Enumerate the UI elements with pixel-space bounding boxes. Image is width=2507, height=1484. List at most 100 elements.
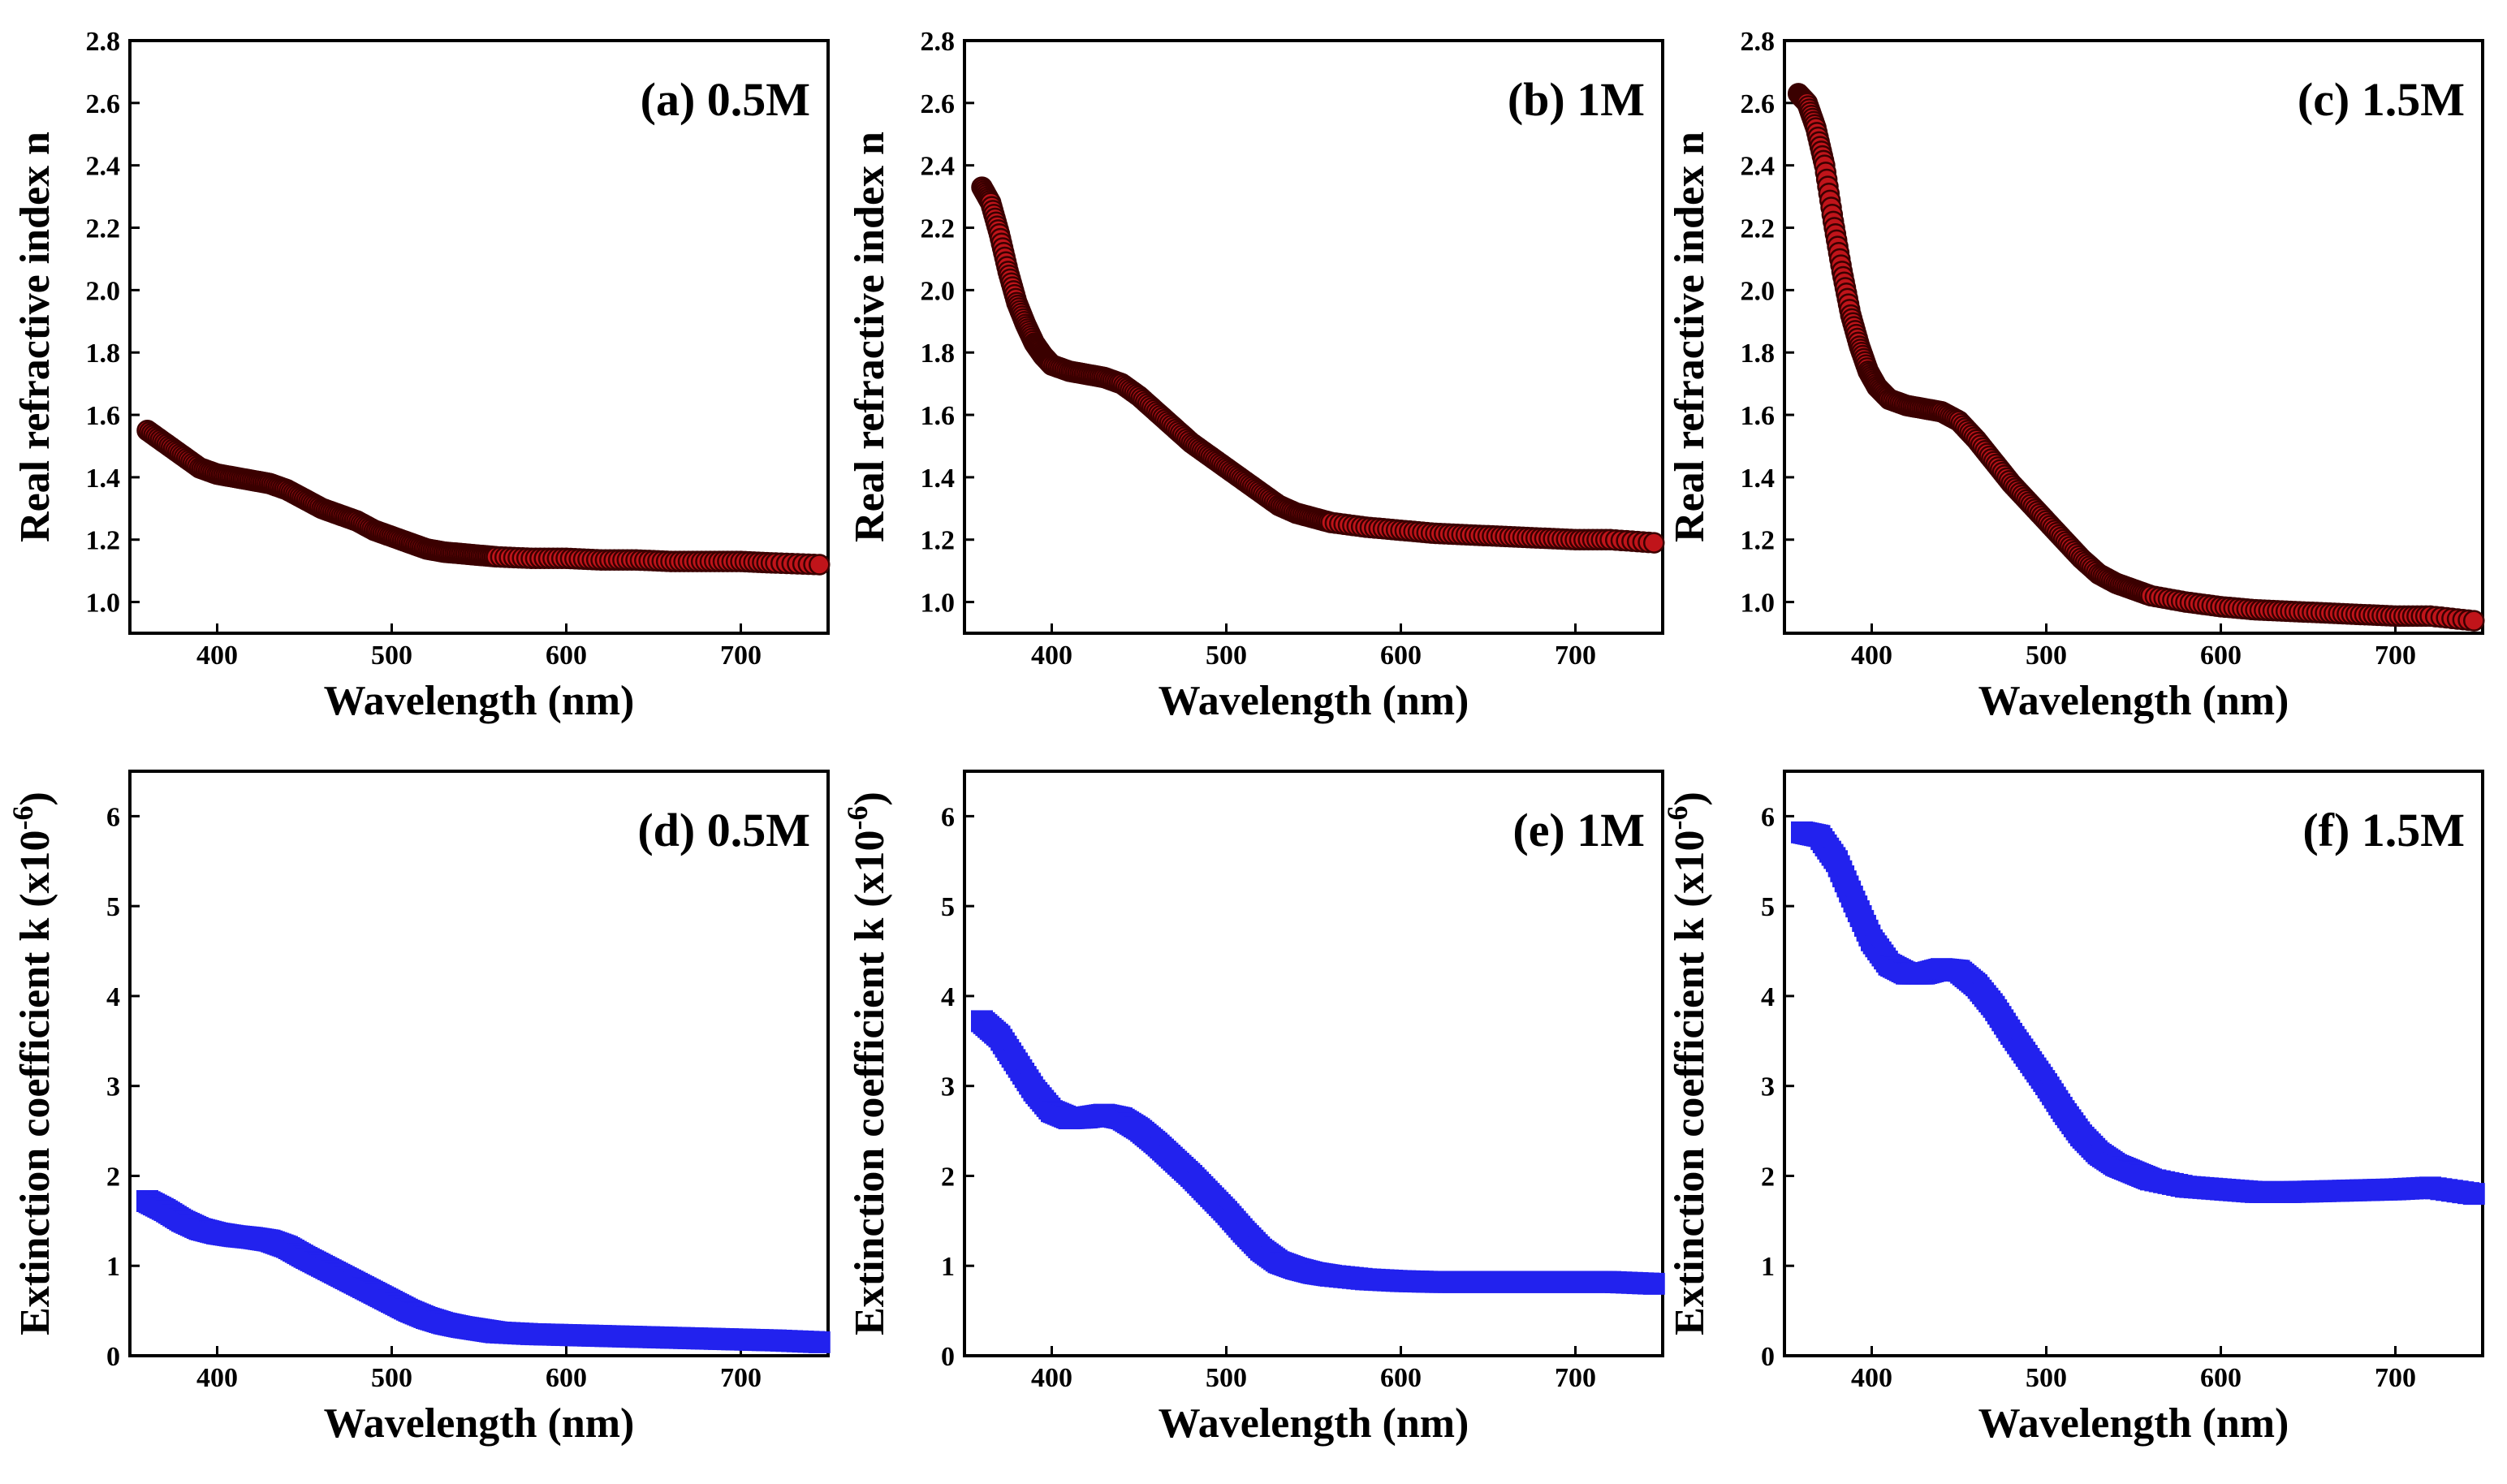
- y-axis-label-main: Real refractive index n: [1667, 132, 1713, 542]
- y-tick-label: 1: [1761, 1252, 1775, 1282]
- plot-frame: [128, 770, 830, 1357]
- y-tick-label: 4: [106, 982, 120, 1012]
- y-tick-label: 3: [941, 1072, 955, 1102]
- panel-e: 400 500 600 700 0 1 2 3 4 5 6 (e) 1M Wavelength (nm)…: [841, 770, 1665, 1447]
- y-tick-label: 5: [1761, 892, 1775, 922]
- plot-frame: [1783, 770, 2484, 1357]
- x-tick-label: 600: [546, 641, 587, 671]
- y-tick-label: 5: [106, 892, 120, 922]
- y-axis-label-close: ): [1667, 792, 1713, 805]
- y-tick-label: 6: [941, 802, 955, 832]
- panel-title: (b) 1M: [1508, 73, 1645, 126]
- y-axis-label-main: Extinction coefficient k (x10: [12, 830, 58, 1335]
- y-tick-label: 1.4: [1741, 464, 1776, 494]
- y-tick-label: 0: [941, 1342, 955, 1372]
- y-tick-label: 0: [1761, 1342, 1775, 1372]
- y-tick-label: 2: [941, 1162, 955, 1192]
- data-point: [2462, 1183, 2485, 1206]
- panel-title: (d) 0.5M: [637, 804, 810, 856]
- y-tick-label: 2.4: [921, 152, 956, 182]
- plot-frame: [128, 39, 830, 635]
- y-tick-label: 2.0: [86, 276, 121, 306]
- plot-frame: [963, 770, 1664, 1357]
- y-tick-label: 1.0: [1741, 589, 1776, 619]
- x-tick-label: 400: [1851, 641, 1892, 671]
- x-tick-label: 600: [1380, 1363, 1422, 1393]
- data-point: [809, 554, 831, 576]
- y-tick-label: 2.8: [921, 27, 956, 57]
- x-tick-label: 700: [720, 1363, 762, 1393]
- y-tick-label: 3: [1761, 1072, 1775, 1102]
- y-axis-label-close: ): [12, 792, 58, 805]
- y-axis-label: Real refractive index n: [1667, 132, 1713, 542]
- y-tick-label: 2.2: [1741, 214, 1776, 244]
- y-tick-label: 5: [941, 892, 955, 922]
- x-axis-label: Wavelength (nm): [324, 1400, 635, 1447]
- y-tick-label: 1.2: [921, 526, 956, 556]
- plot-frame: [963, 39, 1664, 635]
- x-axis-label: Wavelength (nm): [1978, 1400, 2289, 1447]
- x-tick-label: 700: [1555, 641, 1596, 671]
- y-tick-label: 1.8: [1741, 339, 1776, 369]
- data-point: [1643, 532, 1665, 554]
- y-tick-label: 2.0: [921, 276, 956, 306]
- y-tick-label: 1.4: [921, 464, 956, 494]
- y-axis-label-main: Real refractive index n: [12, 132, 58, 542]
- y-tick-label: 1: [941, 1252, 955, 1282]
- panel-a: 400 500 600 700 1.0 1.2 1.4 1.6 1.8 2.0 2.2 2.4 2.6 2…: [12, 27, 831, 724]
- x-axis-label: Wavelength (nm): [324, 678, 635, 724]
- y-tick-label: 6: [106, 802, 120, 832]
- y-axis-label: Real refractive index n: [847, 132, 893, 542]
- y-tick-label: 1.2: [1741, 526, 1776, 556]
- y-tick-label: 4: [941, 982, 955, 1012]
- panel-title: (a) 0.5M: [641, 73, 810, 126]
- x-tick-label: 400: [1031, 641, 1072, 671]
- y-tick-label: 2.8: [1741, 27, 1776, 57]
- y-axis-label-exponent: -6: [1661, 805, 1694, 830]
- data-point: [2463, 610, 2485, 632]
- y-axis-label-exponent: -6: [841, 805, 874, 830]
- y-axis-label: Extinction coefficient k (x10-6): [1661, 792, 1713, 1335]
- x-tick-label: 600: [2200, 641, 2242, 671]
- y-tick-label: 1.4: [86, 464, 121, 494]
- y-tick-label: 1.2: [86, 526, 121, 556]
- y-tick-label: 1.8: [921, 339, 956, 369]
- panel-d: 400 500 600 700 0 1 2 3 4 5 6 (d) 0.5M Wavelength (n…: [6, 770, 831, 1447]
- x-tick-label: 600: [546, 1363, 587, 1393]
- y-tick-label: 2: [1761, 1162, 1775, 1192]
- y-tick-label: 6: [1761, 802, 1775, 832]
- x-tick-label: 500: [1206, 1363, 1247, 1393]
- y-axis-label-close: ): [847, 792, 893, 805]
- y-tick-label: 2.6: [921, 89, 956, 119]
- x-tick-label: 400: [1031, 1363, 1072, 1393]
- panel-title: (e) 1M: [1512, 804, 1645, 856]
- y-tick-label: 2.8: [86, 27, 121, 57]
- x-tick-label: 500: [371, 641, 412, 671]
- y-tick-label: 2.2: [921, 214, 956, 244]
- x-tick-label: 400: [196, 1363, 238, 1393]
- y-tick-label: 1: [106, 1252, 120, 1282]
- y-axis-label: Extinction coefficient k (x10-6): [6, 792, 58, 1335]
- x-tick-label: 500: [371, 1363, 412, 1393]
- y-axis-label: Real refractive index n: [12, 132, 58, 542]
- x-tick-label: 700: [2375, 1363, 2416, 1393]
- x-tick-label: 500: [1206, 641, 1247, 671]
- y-axis-label-main: Extinction coefficient k (x10: [847, 830, 893, 1335]
- y-tick-label: 2.4: [1741, 152, 1776, 182]
- x-tick-label: 700: [720, 641, 762, 671]
- panel-title: (f) 1.5M: [2302, 804, 2465, 856]
- x-tick-label: 400: [196, 641, 238, 671]
- y-tick-label: 1.6: [86, 401, 121, 431]
- data-point: [808, 1331, 831, 1353]
- panel-b: 400 500 600 700 1.0 1.2 1.4 1.6 1.8 2.0 2.2 2.4 2.6 2…: [847, 27, 1665, 724]
- y-tick-label: 1.6: [1741, 401, 1776, 431]
- x-tick-label: 600: [2200, 1363, 2242, 1393]
- y-tick-label: 2.4: [86, 152, 121, 182]
- data-point: [1642, 1272, 1665, 1295]
- plot-frame: [1783, 39, 2484, 635]
- y-tick-label: 3: [106, 1072, 120, 1102]
- panel-f: 400 500 600 700 0 1 2 3 4 5 6 (f) 1.5M Wavelength (n…: [1661, 770, 2485, 1447]
- y-tick-label: 1.0: [86, 589, 121, 619]
- y-tick-label: 2.0: [1741, 276, 1776, 306]
- y-tick-label: 2.6: [86, 89, 121, 119]
